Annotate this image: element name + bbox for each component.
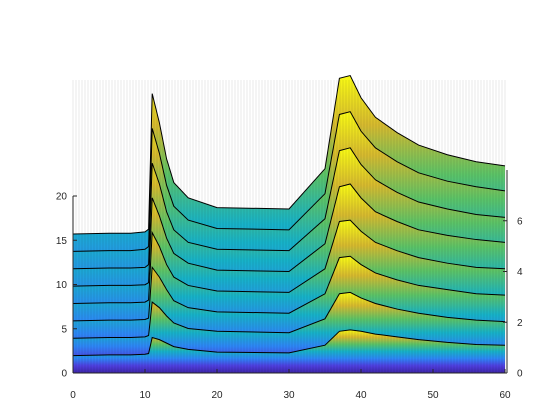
x-tick-label: 20 [211, 390, 223, 401]
slice-line [72, 183, 506, 287]
x-tick-label: 30 [283, 390, 295, 401]
slice-fill [73, 329, 505, 373]
right-tick-label: 4 [517, 267, 523, 278]
slice-line [72, 329, 506, 357]
left-y-axis: 0 5 10 15 20 [56, 192, 77, 380]
slice-line [72, 291, 506, 339]
left-tick-label: 20 [56, 192, 68, 203]
slice-line [72, 147, 506, 270]
slice-line [72, 74, 506, 235]
slice-line [72, 219, 506, 304]
slice-line [72, 255, 506, 322]
x-tick-label: 40 [355, 390, 367, 401]
left-tick-label: 15 [56, 236, 68, 247]
x-tick-label: 50 [427, 390, 439, 401]
right-tick-label: 0 [517, 369, 523, 380]
x-tick-label: 10 [139, 390, 151, 401]
x-axis: 0 10 20 30 40 50 60 [70, 369, 511, 401]
x-tick-label: 0 [70, 390, 76, 401]
surface-slice [72, 329, 506, 373]
ribbon-hatch [72, 80, 506, 373]
x-tick-label: 60 [499, 390, 511, 401]
right-tick-label: 6 [517, 216, 523, 227]
left-tick-label: 5 [61, 324, 67, 335]
right-tick-label: 2 [517, 318, 523, 329]
right-y-axis: 0 2 4 6 [503, 170, 523, 380]
slice-line [72, 111, 506, 252]
left-tick-label: 10 [56, 280, 68, 291]
left-tick-label: 0 [61, 369, 67, 380]
surface-layer [72, 74, 506, 374]
